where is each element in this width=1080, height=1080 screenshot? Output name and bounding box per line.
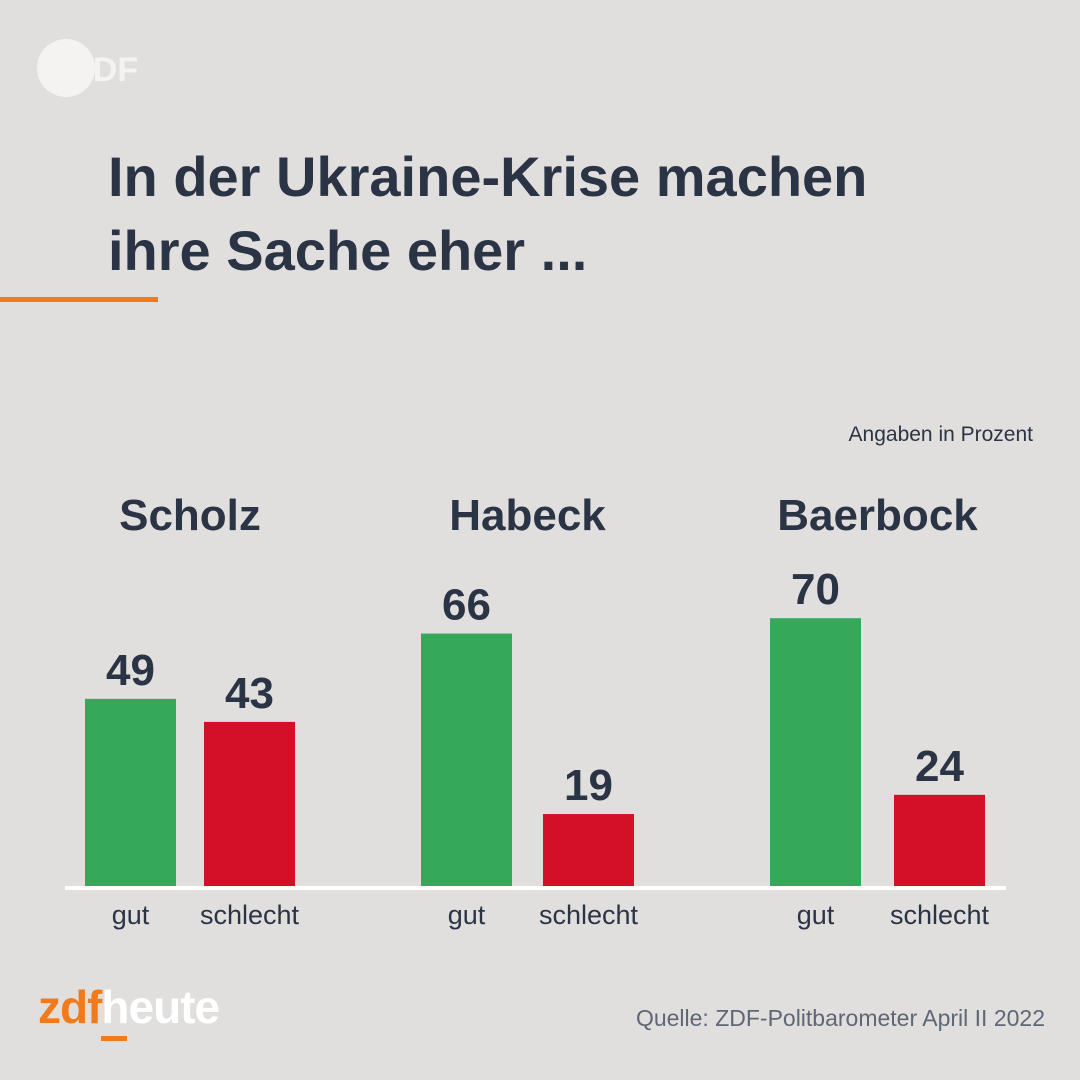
brand-zdf: zdf (38, 981, 102, 1033)
x-tick-label: gut (797, 900, 835, 930)
category-label: Habeck (449, 491, 606, 540)
source-note: Quelle: ZDF-Politbarometer April II 2022 (635, 1005, 1045, 1031)
zdfheute-logo: zdfheute (38, 980, 220, 1044)
x-tick-label: schlecht (539, 900, 639, 930)
bar-gut (770, 618, 861, 887)
title-line-1: In der Ukraine-Krise machen (108, 145, 868, 208)
zdf-logo-text: ZDF (72, 51, 138, 89)
value-label: 70 (791, 565, 840, 614)
x-tick-label: gut (448, 900, 486, 930)
x-axis-line (65, 886, 1006, 890)
bar-gut (85, 698, 176, 887)
brand-underscore (101, 1036, 128, 1041)
accent-line (0, 297, 158, 302)
title-line-2: ihre Sache eher ... (108, 219, 588, 282)
value-label: 19 (564, 761, 613, 810)
bar-gut (421, 633, 512, 887)
value-label: 66 (442, 581, 491, 630)
value-label: 49 (106, 646, 155, 695)
zdf-logo: ZDF (37, 39, 138, 97)
value-label: 24 (915, 742, 964, 791)
bar-schlecht (894, 794, 985, 887)
unit-note: Angaben in Prozent (848, 423, 1033, 446)
bar-schlecht (543, 814, 634, 887)
category-label: Baerbock (777, 491, 978, 540)
zdf-logo-circle (37, 39, 95, 97)
x-tick-label: gut (112, 900, 150, 930)
x-tick-label: schlecht (200, 900, 300, 930)
x-tick-label: schlecht (890, 900, 990, 930)
brand-heute: heute (101, 981, 220, 1033)
bar-schlecht (204, 721, 295, 887)
page-title: In der Ukraine-Krise machen ihre Sache e… (108, 140, 1008, 288)
category-label: Scholz (119, 491, 261, 540)
value-label: 43 (225, 669, 274, 718)
